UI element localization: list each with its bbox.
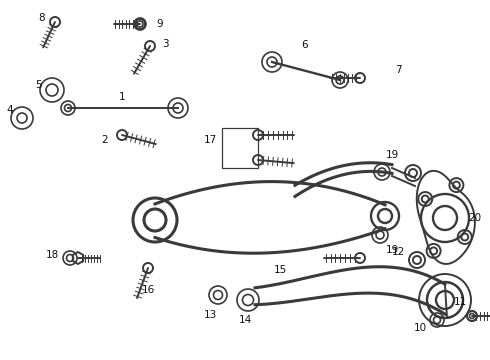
Text: 8: 8	[39, 13, 45, 23]
Text: 3: 3	[162, 39, 168, 49]
Text: 2: 2	[102, 135, 108, 145]
Text: 9: 9	[157, 19, 163, 29]
Text: 4: 4	[7, 105, 13, 115]
Text: 5: 5	[35, 80, 41, 90]
Text: 18: 18	[46, 250, 59, 260]
Text: 6: 6	[302, 40, 308, 50]
Text: 19: 19	[385, 245, 399, 255]
Text: 13: 13	[203, 310, 217, 320]
Text: 12: 12	[392, 247, 405, 257]
Text: 19: 19	[385, 150, 399, 160]
Text: 1: 1	[119, 92, 125, 102]
Text: 7: 7	[394, 65, 401, 75]
Text: 10: 10	[414, 323, 427, 333]
Text: 11: 11	[453, 297, 466, 307]
Text: 14: 14	[238, 315, 252, 325]
Text: 16: 16	[142, 285, 155, 295]
Text: 15: 15	[273, 265, 287, 275]
Text: 17: 17	[203, 135, 217, 145]
Text: 20: 20	[468, 213, 482, 223]
